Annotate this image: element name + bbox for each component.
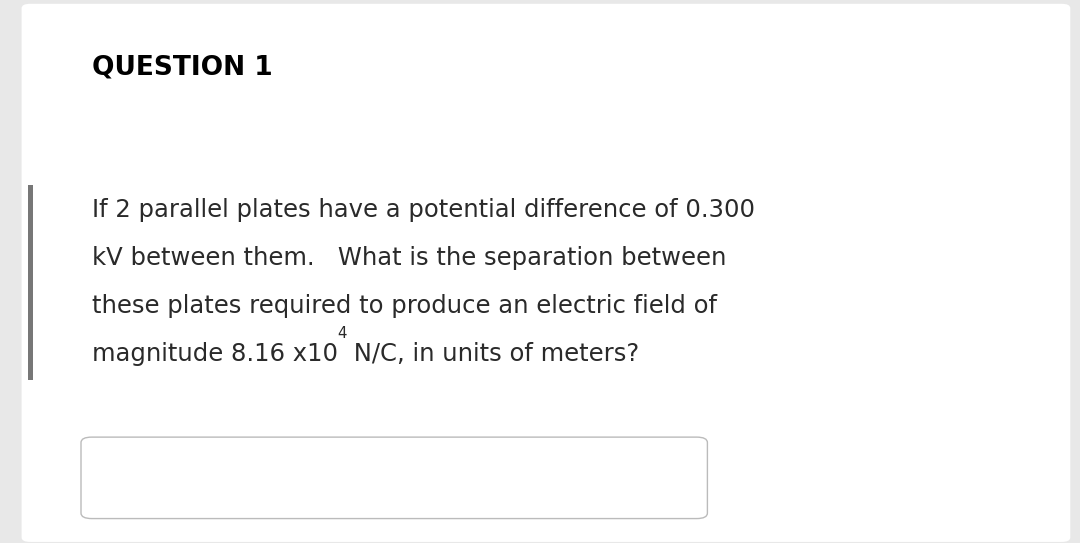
- Text: magnitude 8.16 x10: magnitude 8.16 x10: [92, 342, 338, 365]
- Text: N/C, in units of meters?: N/C, in units of meters?: [347, 342, 639, 365]
- Text: QUESTION 1: QUESTION 1: [92, 54, 272, 80]
- Text: If 2 parallel plates have a potential difference of 0.300: If 2 parallel plates have a potential di…: [92, 198, 755, 222]
- Text: kV between them.   What is the separation between: kV between them. What is the separation …: [92, 246, 726, 270]
- Text: 4: 4: [338, 326, 348, 342]
- Text: these plates required to produce an electric field of: these plates required to produce an elec…: [92, 294, 717, 318]
